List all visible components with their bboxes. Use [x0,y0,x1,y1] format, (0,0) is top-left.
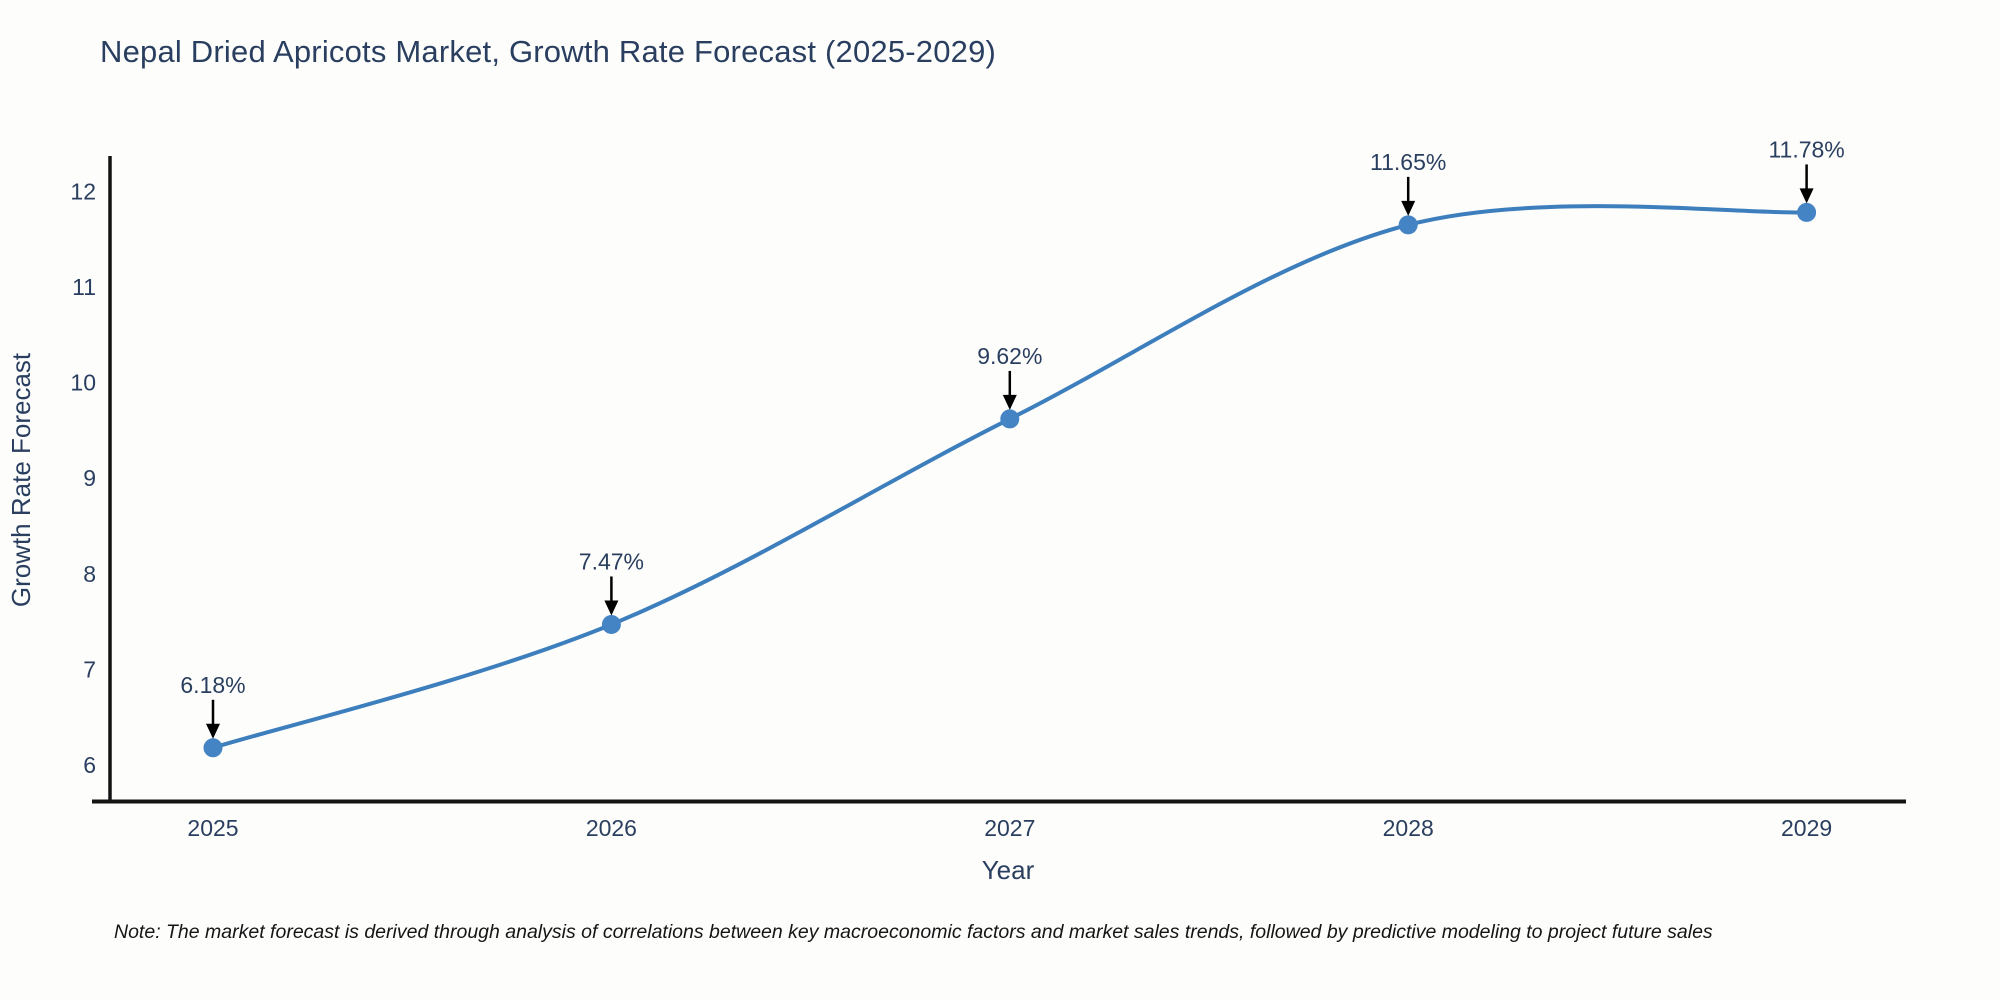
axes: 6 7 8 9 10 11 12 2025 2026 2027 2028 2029 [70,156,1906,841]
data-point-marker [601,614,621,634]
data-point-marker [1797,202,1817,222]
annotation-label: 11.78% [1768,136,1844,162]
y-tick-label: 8 [83,561,96,587]
footnote: Note: The market forecast is derived thr… [114,921,1713,943]
x-tick-label: 2027 [984,815,1035,841]
point-annotation: 9.62% [977,343,1042,410]
x-axis-title: Year [982,855,1035,885]
y-tick-label: 11 [72,274,96,300]
annotation-label: 9.62% [977,343,1042,369]
y-tick-label: 9 [83,465,96,491]
annotation-arrowhead [1002,394,1017,410]
growth-rate-line [211,204,1809,750]
x-tick-label: 2029 [1781,815,1832,841]
x-tick-label: 2025 [187,815,238,841]
chart-title: Nepal Dried Apricots Market, Growth Rate… [100,34,997,69]
point-annotation: 11.78% [1768,136,1845,204]
annotation-label: 11.65% [1370,149,1446,175]
y-tick-label: 10 [70,370,96,396]
y-tick-label: 12 [70,178,96,204]
data-point-marker [203,738,223,758]
x-tick-label: 2026 [586,815,637,841]
data-point-marker [1000,409,1020,429]
annotation-arrowhead [604,600,619,616]
y-tick-label: 6 [83,752,96,778]
annotation-label: 6.18% [180,672,245,698]
point-annotation: 7.47% [579,548,644,616]
y-axis-title: Growth Rate Forecast [6,352,36,607]
y-tick-label: 7 [83,656,96,682]
point-annotation: 11.65% [1370,149,1446,216]
data-point-marker [1398,215,1418,235]
point-annotations: 6.18% 7.47% 9.62% 11.65% 11.78% [180,136,1845,739]
point-annotation: 6.18% [180,672,246,739]
annotation-arrowhead [1401,200,1416,216]
annotation-arrowhead [206,723,220,739]
annotation-label: 7.47% [579,548,644,574]
series-growth-rate [203,202,1817,758]
x-tick-label: 2028 [1383,815,1434,841]
annotation-arrowhead [1799,188,1814,204]
